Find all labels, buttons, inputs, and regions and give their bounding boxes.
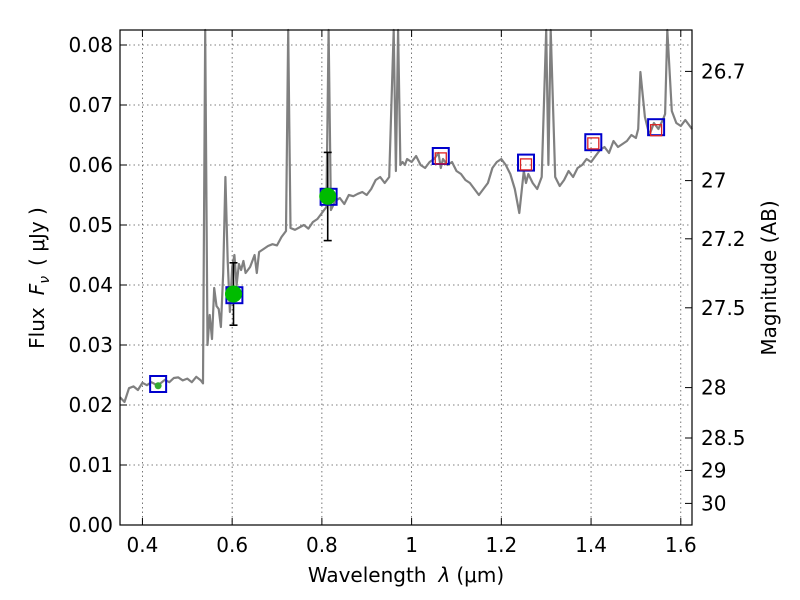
x-tick-label: 1.4 [575, 533, 607, 557]
y-tick-label: 0.01 [68, 453, 113, 477]
y2-tick-label: 28.5 [701, 426, 746, 450]
y2-tick-label: 27 [701, 169, 726, 193]
green-circle-marker [319, 187, 337, 205]
blue-square-marker [149, 375, 168, 393]
blue-square-marker [517, 153, 536, 172]
red-square-marker [587, 137, 600, 150]
x-tick-label: 1 [405, 533, 418, 557]
x-tick-label: 0.8 [306, 533, 338, 557]
red-square-marker [649, 124, 663, 137]
y-axis-title: FluxFν( μJy ) [25, 207, 53, 349]
x-tick-label: 1.2 [485, 533, 517, 557]
y-tick-label: 0.05 [68, 213, 113, 237]
photometry-points [149, 118, 666, 393]
green-small-marker [154, 382, 162, 390]
red-square-marker [519, 158, 533, 171]
y-tick-label: 0.00 [68, 513, 113, 537]
blue-square-marker [584, 133, 603, 152]
plot-frame [119, 29, 693, 526]
y2-tick-label: 27.2 [701, 227, 746, 251]
y2-tick-label: 29 [701, 458, 726, 482]
y-tick-label: 0.04 [68, 273, 113, 297]
y2-tick-label: 28 [701, 376, 726, 400]
y2-tick-label: 26.7 [701, 59, 746, 83]
y2-tick-label: 30 [701, 491, 726, 515]
y-tick-label: 0.07 [68, 93, 113, 117]
y2-tick-label: 27.5 [701, 296, 746, 320]
y2-axis-title: Magnitude (AB) [757, 200, 781, 355]
x-tick-label: 0.4 [127, 533, 159, 557]
x-tick-label: 0.6 [216, 533, 248, 557]
y-tick-label: 0.06 [68, 153, 113, 177]
spectrum [119, 28, 693, 404]
x-tick-label: 1.6 [665, 533, 697, 557]
y-tick-label: 0.03 [68, 333, 113, 357]
axis-ticks: 0.4 0.6 0.8 1 1.2 1.4 1.6 0.00 0.01 0.02 0.03 0.04 0… [68, 30, 746, 557]
spectrum-line [119, 28, 693, 404]
red-square-marker [434, 152, 447, 165]
x-axis-title: Wavelength λ (μm) [308, 563, 504, 587]
y-tick-label: 0.08 [68, 33, 113, 57]
y-tick-label: 0.02 [68, 393, 113, 417]
green-circle-marker [225, 285, 243, 303]
